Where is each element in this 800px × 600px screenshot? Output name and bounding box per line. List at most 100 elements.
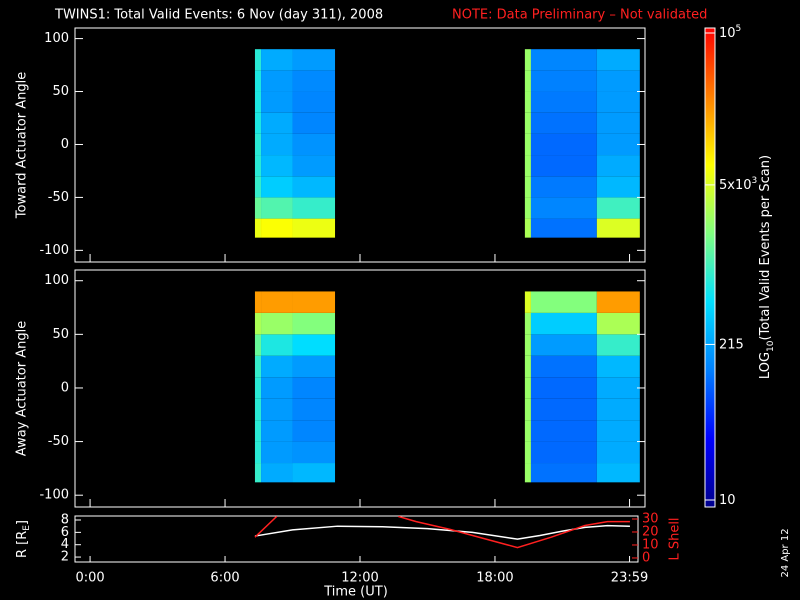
x-tick-label: 23:59 <box>611 571 648 586</box>
heatmap-cell <box>596 133 640 156</box>
heatmap-cell <box>524 218 531 238</box>
heatmap-cell <box>524 355 531 378</box>
heatmap-cell <box>292 334 336 356</box>
heatmap-cell <box>292 133 336 156</box>
heatmap-cell <box>530 377 597 399</box>
colorbar-tick-label: 215 <box>719 337 744 352</box>
heatmap-cell <box>292 312 336 335</box>
heatmap-cell <box>530 420 597 442</box>
x-tick-label: 0:00 <box>75 571 104 586</box>
y-label-part: R [R <box>15 531 30 558</box>
heatmap-cell <box>524 49 531 71</box>
colorbar-label: LOG10(Total Valid Events per Scan) <box>758 155 776 379</box>
heatmap-cell <box>524 133 531 156</box>
heatmap-cell <box>530 334 597 356</box>
heatmap-cell <box>292 49 336 71</box>
heatmap-cell <box>530 218 597 238</box>
heatmap-cell <box>261 112 293 134</box>
y2-tick-label: 20 <box>642 524 659 539</box>
heatmap-cell <box>261 49 293 71</box>
note: NOTE: Data Preliminary – Not validated <box>452 8 707 23</box>
x-tick-label: 12:00 <box>341 571 378 586</box>
heatmap-cell <box>596 91 640 113</box>
heatmap-cell <box>524 291 531 313</box>
tick-superscript: 3 <box>752 175 758 185</box>
heatmap-cell <box>292 355 336 378</box>
heatmap-cell <box>254 112 262 134</box>
tick-text: 5x10 <box>719 177 752 192</box>
y-tick-label: 0 <box>61 137 69 152</box>
chart-title: TWINS1: Total Valid Events: 6 Nov (day 3… <box>54 8 383 23</box>
heatmap-cell <box>524 334 531 356</box>
colorbar-label-part: 10 <box>766 340 776 352</box>
heatmap-cell <box>524 398 531 421</box>
y-tick-label: 2 <box>61 550 69 565</box>
tick-text: 215 <box>719 337 744 352</box>
heatmap-cell <box>530 463 597 483</box>
heatmap-cell <box>596 377 640 399</box>
heatmap-cell <box>261 398 293 421</box>
heatmap-cell <box>596 197 640 219</box>
heatmap-cell <box>530 197 597 219</box>
heatmap-cell <box>261 355 293 378</box>
heatmap-cell <box>530 112 597 134</box>
heatmap-cell <box>524 463 531 483</box>
heatmap-cell <box>530 441 597 464</box>
heatmap-cell <box>254 334 262 356</box>
y2-tick-label: 10 <box>642 537 659 552</box>
heatmap-cell <box>524 112 531 134</box>
heatmap-cell <box>261 218 293 238</box>
orbit-frame <box>74 515 639 563</box>
heatmap-cell <box>530 312 597 335</box>
heatmap-cell <box>524 420 531 442</box>
heatmap-cell <box>292 218 336 238</box>
heatmap-cell <box>261 420 293 442</box>
line-series <box>254 524 630 540</box>
y-tick-label: 6 <box>61 525 69 540</box>
colorbar-label-part: LOG <box>758 352 773 379</box>
date-stamp: 24 Apr 12 <box>780 528 791 577</box>
heatmap-cell <box>254 197 262 219</box>
heatmap-cell <box>292 463 336 483</box>
heatmap-cell <box>596 291 640 313</box>
heatmap-cell <box>596 420 640 442</box>
line-series <box>254 516 630 549</box>
heatmap-cell <box>254 398 262 421</box>
heatmap-cell <box>254 218 262 238</box>
heatmap-cell <box>530 155 597 177</box>
heatmap-cell <box>254 133 262 156</box>
y2-tick-label: 30 <box>642 511 659 526</box>
heatmap-cell <box>254 312 262 335</box>
heatmap-cell <box>524 70 531 92</box>
heatmap-cell <box>596 49 640 71</box>
heatmap-cell <box>261 70 293 92</box>
heatmap-cell <box>292 112 336 134</box>
tick-text: 10 <box>719 493 736 508</box>
heatmap-cell <box>261 312 293 335</box>
heatmap-cell <box>524 312 531 335</box>
heatmap-cell <box>596 441 640 464</box>
heatmap-cell <box>254 291 262 313</box>
heatmap-cell <box>261 133 293 156</box>
heatmap-cell <box>254 463 262 483</box>
heatmap-cell <box>292 398 336 421</box>
heatmap-cell <box>524 377 531 399</box>
heatmap-cell <box>530 91 597 113</box>
y-tick-label: 100 <box>44 273 69 288</box>
heatmap-cell <box>530 49 597 71</box>
heatmap-cell <box>292 176 336 198</box>
heatmap-cell <box>292 441 336 464</box>
heatmap-cell <box>596 218 640 238</box>
heatmap-cell <box>530 291 597 313</box>
heatmap-cell <box>596 398 640 421</box>
heatmap-cell <box>261 291 293 313</box>
heatmap-cell <box>596 355 640 378</box>
y-tick-label: 100 <box>44 31 69 46</box>
colorbar-tick-label: 105 <box>719 24 741 41</box>
heatmap-cell <box>254 49 262 71</box>
x-tick-label: 6:00 <box>210 571 239 586</box>
heatmap-cell <box>261 176 293 198</box>
colorbar-tick-label: 5x103 <box>719 175 757 192</box>
heatmap-cell <box>254 91 262 113</box>
heatmap-cell <box>530 355 597 378</box>
